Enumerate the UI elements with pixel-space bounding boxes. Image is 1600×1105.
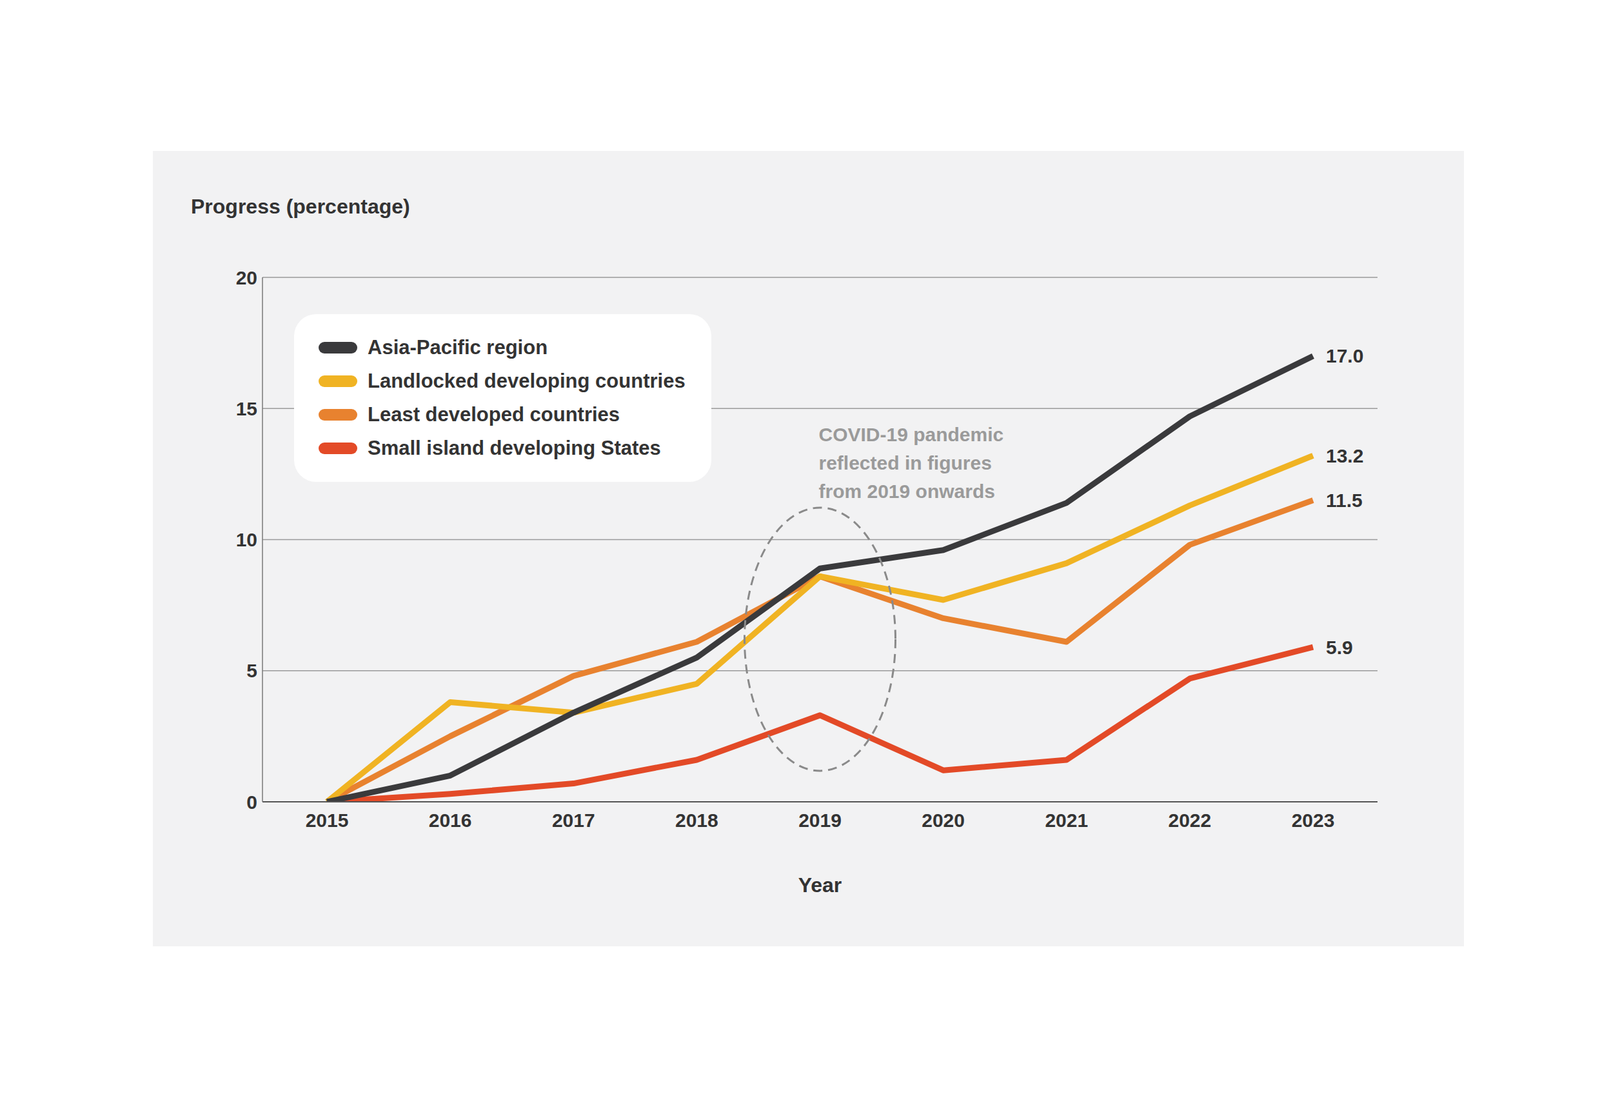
- svg-text:20: 20: [236, 266, 258, 289]
- svg-text:2021: 2021: [1044, 809, 1088, 831]
- html-text:Year: Year: [798, 873, 842, 897]
- svg-text:2018: 2018: [675, 809, 719, 831]
- svg-text:2016: 2016: [428, 809, 473, 831]
- svg-text:2017: 2017: [552, 809, 596, 831]
- svg-text:17.0: 17.0: [1325, 345, 1364, 367]
- svg-text:2015: 2015: [305, 809, 349, 831]
- svg-text:11.5: 11.5: [1325, 489, 1363, 511]
- html-text:Small island developing States: Small island developing States: [367, 436, 661, 460]
- svg-text:2023: 2023: [1291, 809, 1335, 831]
- html-text:Landlocked developing countrie: Landlocked developing countries: [367, 369, 686, 393]
- svg-text:2022: 2022: [1168, 809, 1212, 831]
- svg-text:5.9: 5.9: [1325, 636, 1354, 658]
- html-text:Asia-Pacific region: Asia-Pacific region: [367, 335, 548, 359]
- svg-text:2019: 2019: [798, 809, 842, 831]
- html-text:COVID-19 pandemic reflected in: COVID-19 pandemic reflected in figures f…: [818, 423, 1004, 502]
- svg-text:0: 0: [246, 791, 258, 813]
- svg-text:15: 15: [236, 397, 258, 420]
- html-text:Progress (percentage): Progress (percentage): [190, 194, 410, 218]
- svg-text:10: 10: [236, 528, 258, 551]
- svg-text:2020: 2020: [921, 809, 965, 831]
- svg-text:13.2: 13.2: [1325, 444, 1364, 467]
- svg-text:5: 5: [246, 659, 258, 682]
- html-text:Least developed countries: Least developed countries: [367, 403, 620, 426]
